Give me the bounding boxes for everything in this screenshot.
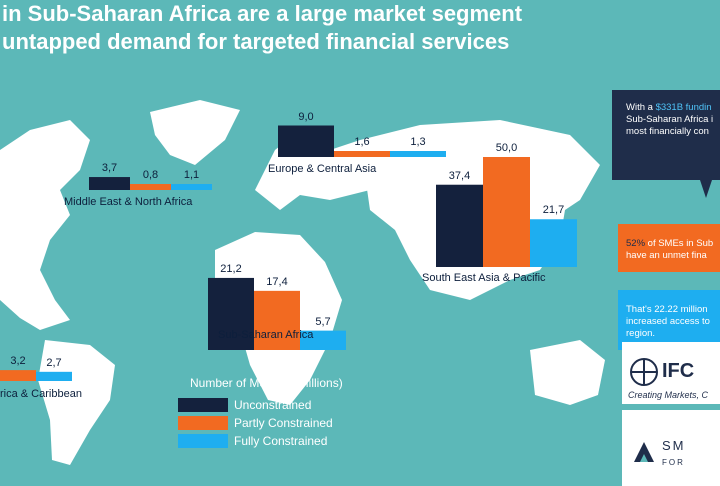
- sme-logo-box: SM FOR: [622, 410, 720, 486]
- title-block: in Sub-Saharan Africa are a large market…: [0, 0, 612, 56]
- callout-1-text-a: With a: [626, 102, 656, 113]
- ifc-tagline: Creating Markets, C: [628, 390, 709, 400]
- bar-0-2: [390, 151, 446, 157]
- bar-1-2: [171, 184, 212, 190]
- bar-2-2: [530, 219, 577, 267]
- value-label-3-1: 17,4: [266, 275, 288, 288]
- region-label-3: Sub-Saharan Africa: [218, 329, 314, 341]
- value-label-1-0: 3,7: [101, 162, 118, 175]
- value-label-3-0: 21,2: [220, 262, 242, 275]
- bar-3-1: [254, 290, 300, 350]
- bar-1-0: [89, 177, 130, 190]
- australia-landmass: [530, 340, 605, 405]
- legend-swatch-fully: [178, 434, 228, 448]
- region-label-1: Middle East & North Africa: [64, 196, 193, 208]
- sme-logo-subtext: FOR: [662, 458, 685, 467]
- ifc-logo-text: IFC: [662, 360, 695, 382]
- bar-2-0: [436, 184, 483, 267]
- callout-1-pointer: [700, 180, 712, 198]
- bar-groups: [0, 125, 577, 381]
- callout-2: 52% of SMEs in Sub have an unmet fina: [618, 232, 720, 268]
- bar-group-0: [278, 125, 446, 157]
- bar-4-1: [0, 370, 36, 381]
- bar-group-2: [436, 157, 577, 267]
- value-label-3-2: 5,7: [315, 315, 331, 328]
- legend-swatch-partly: [178, 416, 228, 430]
- title-line-2: untapped demand for targeted financial s…: [2, 29, 510, 54]
- bar-1-1: [130, 184, 171, 190]
- bar-0-0: [278, 125, 334, 157]
- value-label-4-1: 3,2: [10, 355, 26, 368]
- bar-group-1: [89, 177, 212, 190]
- legend-label-fully: Fully Constrained: [234, 434, 328, 448]
- greenland-landmass: [150, 100, 240, 165]
- value-label-1-1: 0,8: [142, 169, 159, 181]
- value-label-0-2: 1,3: [410, 136, 426, 148]
- value-label-0-0: 9,0: [298, 110, 314, 123]
- value-label-0-1: 1,6: [354, 136, 370, 148]
- bar-group-4: [0, 370, 72, 381]
- bar-3-0: [208, 277, 254, 350]
- bar-2-1: [483, 157, 530, 267]
- callout-3-text-a: That's 22.22 million increased access to…: [626, 304, 710, 339]
- value-label-4-2: 2,7: [46, 356, 62, 369]
- value-label-2-0: 37,4: [448, 169, 471, 182]
- legend-label-unconstrained: Unconstrained: [234, 398, 312, 412]
- callout-2-highlight: 52%: [626, 238, 646, 249]
- bar-4-2: [36, 371, 72, 381]
- north-america-landmass: [0, 120, 90, 330]
- region-label-2: South East Asia & Pacific: [422, 272, 546, 284]
- bar-0-1: [334, 151, 390, 157]
- ifc-logo-box: IFC Creating Markets, C: [622, 342, 720, 404]
- region-label-0: Europe & Central Asia: [268, 163, 377, 175]
- callout-1: With a $331B fundin Sub-Saharan Africa i…: [618, 96, 720, 144]
- legend-title: Number of MSMEs (Millions): [190, 376, 343, 390]
- bar-3-2: [300, 330, 346, 350]
- value-label-2-1: 50,0: [495, 142, 518, 154]
- callout-2-text-b: of SMEs in Sub have an unmet fina: [626, 238, 714, 261]
- title-line-1: in Sub-Saharan Africa are a large market…: [2, 1, 523, 26]
- legend-swatch-unconstrained: [178, 398, 228, 412]
- value-label-1-2: 1,1: [183, 169, 200, 181]
- south-america-landmass: [38, 340, 115, 465]
- sme-logo-text: SM: [662, 438, 686, 453]
- callout-panel-3: [618, 290, 720, 350]
- sme-logo-icon: [634, 442, 654, 462]
- world-bank-globe-icon: [630, 358, 658, 386]
- region-label-4: rica & Caribbean: [0, 388, 82, 400]
- callout-1-text-b: Sub-Saharan Africa i most financially co…: [626, 114, 714, 137]
- value-label-2-2: 21,7: [542, 204, 565, 217]
- bar-group-3: [208, 277, 346, 350]
- legend-label-partly: Partly Constrained: [234, 416, 333, 430]
- callout-panel-2: [618, 224, 720, 272]
- callout-3: That's 22.22 million increased access to…: [618, 298, 720, 346]
- callout-panel-1: [612, 90, 720, 180]
- callout-1-highlight: $331B fundin: [655, 102, 712, 113]
